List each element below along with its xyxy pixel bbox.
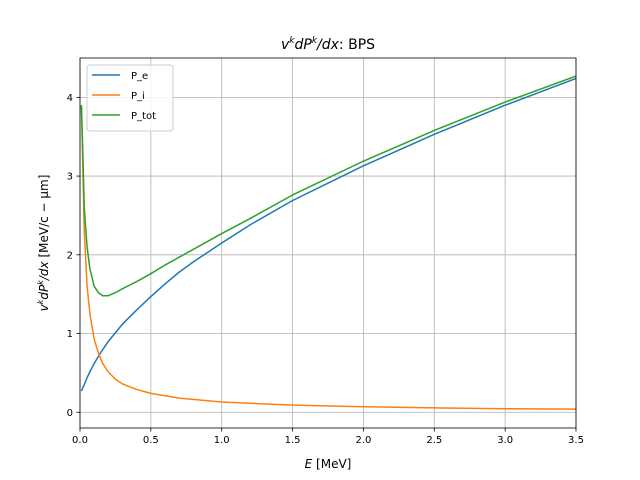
y-tick-label: 2 bbox=[67, 250, 73, 261]
legend: P_e P_i P_tot bbox=[86, 64, 174, 132]
y-tick-label: 0 bbox=[67, 408, 73, 419]
series-lines bbox=[80, 75, 576, 410]
series-line-p-e bbox=[80, 77, 576, 392]
x-tick-label: 0.0 bbox=[72, 435, 88, 446]
y-tick-label: 1 bbox=[67, 329, 73, 340]
x-tick-label: 2.0 bbox=[355, 435, 371, 446]
x-tick-label: 0.5 bbox=[143, 435, 159, 446]
x-tick-label: 1.5 bbox=[285, 435, 301, 446]
series-line-p-i bbox=[80, 105, 576, 410]
x-tick-label: 1.0 bbox=[214, 435, 230, 446]
y-tick-label: 4 bbox=[67, 93, 73, 104]
legend-label: P_i bbox=[131, 91, 145, 102]
x-tick-label: 2.5 bbox=[426, 435, 442, 446]
x-tick-label: 3.0 bbox=[497, 435, 513, 446]
y-ticks: 0 1 2 3 4 bbox=[67, 93, 80, 419]
x-tick-label: 3.5 bbox=[568, 435, 584, 446]
y-axis-label: vkdPk/dx [MeV/c − μm] bbox=[36, 175, 51, 312]
x-axis-label: E [MeV] bbox=[305, 457, 352, 471]
x-ticks: 0.0 0.5 1.0 1.5 2.0 2.5 3.0 3.5 bbox=[72, 428, 584, 446]
plot-frame bbox=[79, 57, 577, 429]
legend-label: P_e bbox=[131, 71, 148, 82]
y-tick-label: 3 bbox=[67, 172, 73, 183]
legend-label: P_tot bbox=[131, 111, 156, 122]
series-line-p-tot bbox=[80, 75, 576, 297]
chart-title: vkdPk/dx: BPS bbox=[281, 36, 375, 53]
